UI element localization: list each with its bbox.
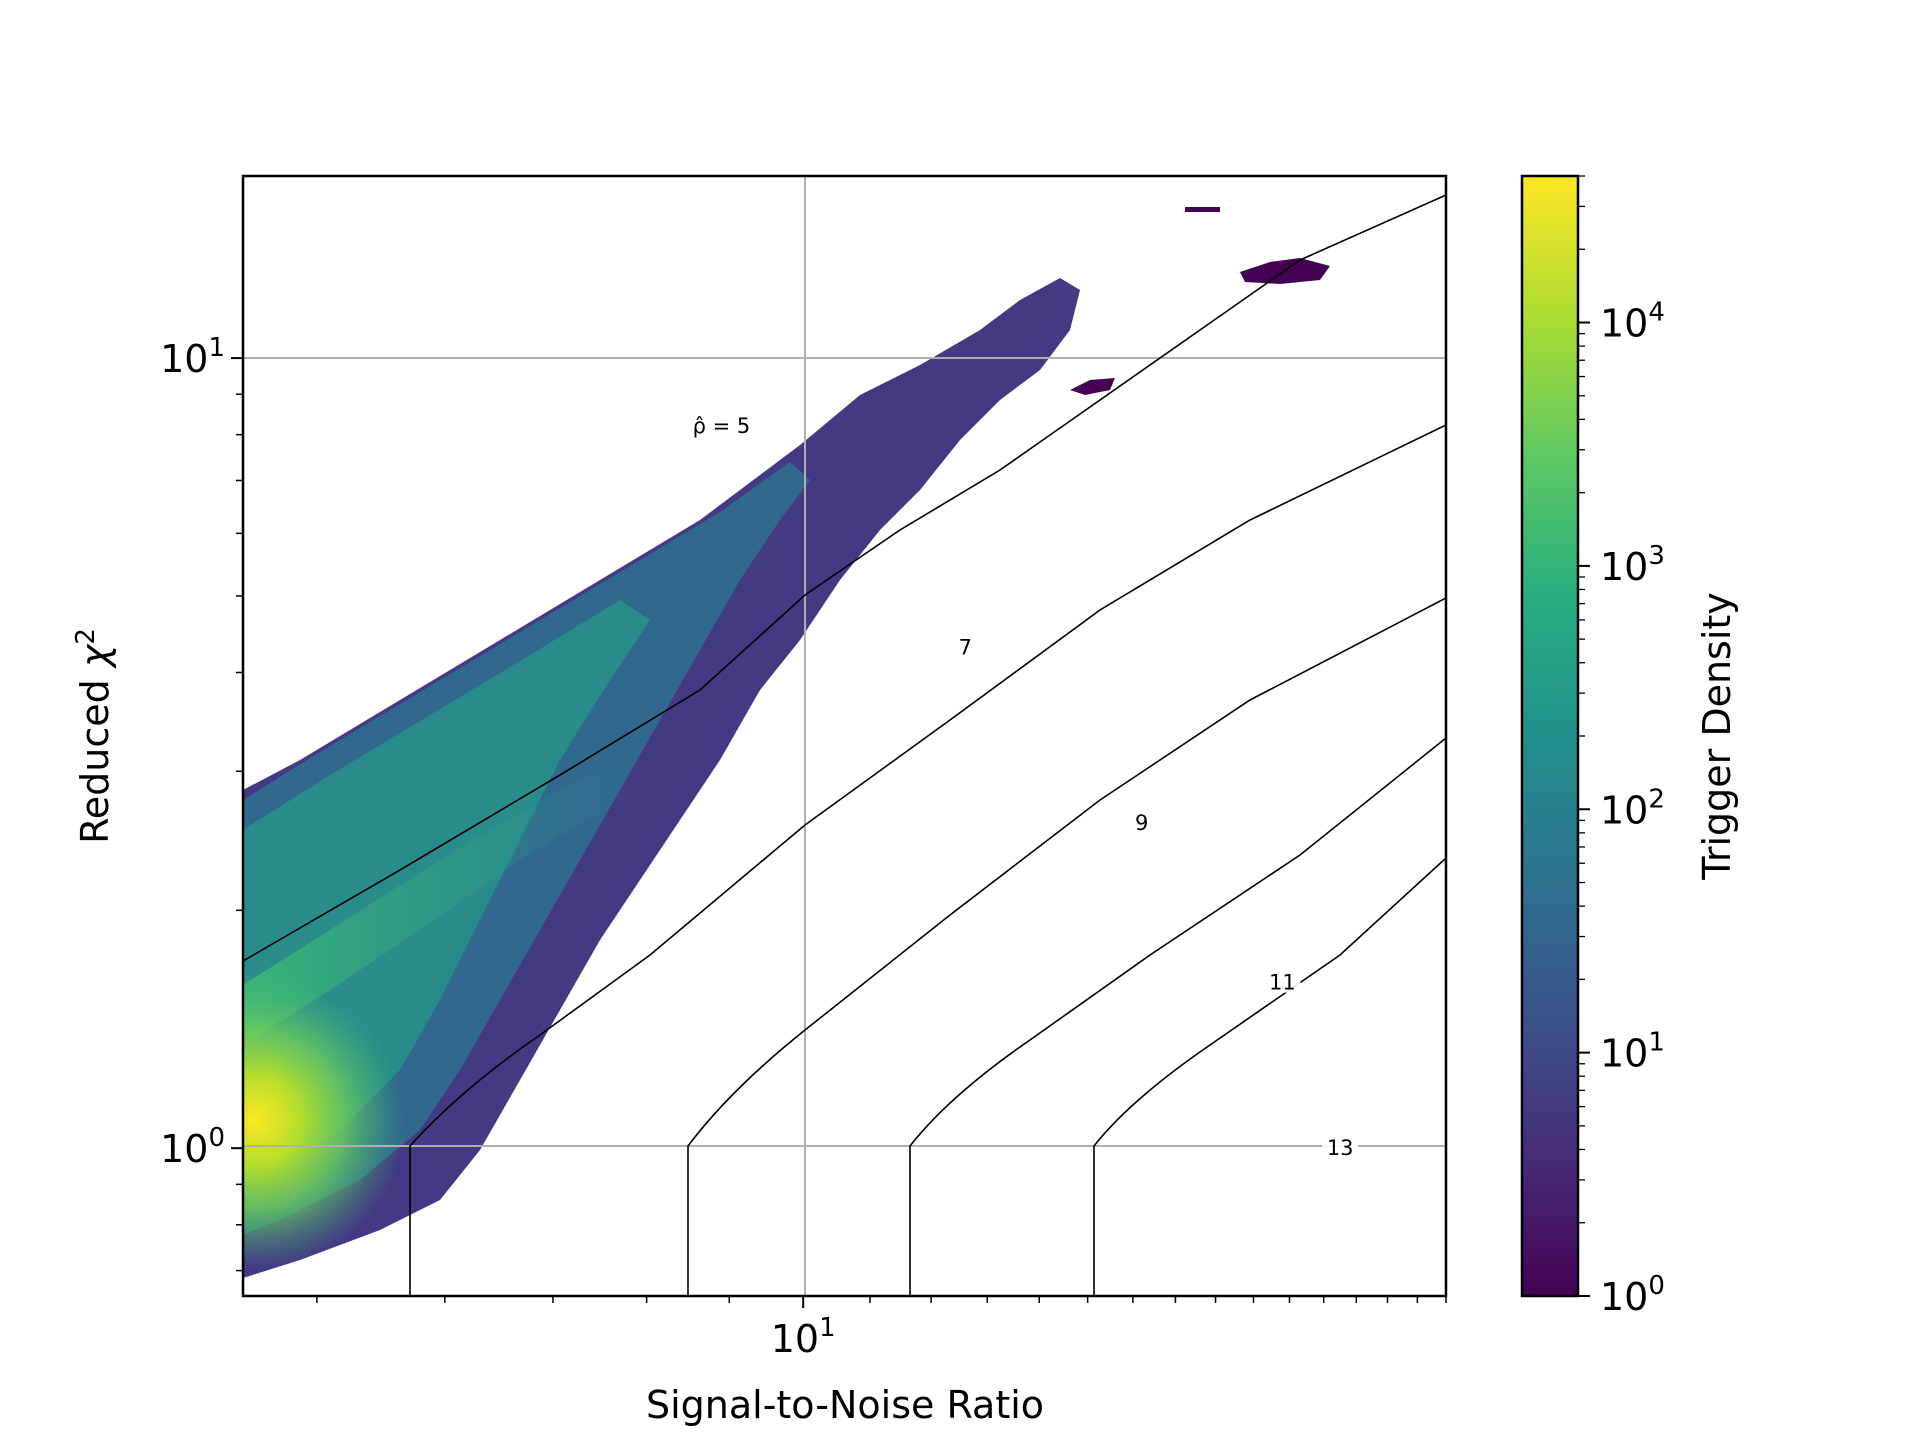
colorbar-tick-label: 103 — [1600, 541, 1665, 589]
x-axis: 101 — [316, 1296, 1447, 1361]
plot-area: ρ̂ = 5 7 9 11 13 — [241, 174, 1448, 1298]
contour-label-bg — [1322, 1134, 1359, 1159]
contour-label: 13 — [1327, 1136, 1354, 1160]
density-cluster-edge — [1070, 378, 1115, 395]
density-speck-top — [1185, 207, 1220, 212]
colorbar-tick-label: 104 — [1600, 298, 1665, 346]
contour-label: 11 — [1269, 971, 1296, 995]
y-axis-label: Reduced χ2 — [71, 628, 117, 844]
contour-5 — [243, 194, 1446, 962]
y-axis: 100 101 — [160, 333, 243, 1272]
colorbar-label: Trigger Density — [1695, 592, 1739, 881]
contour-lines — [243, 194, 1446, 1296]
contour-label: 9 — [1135, 811, 1148, 835]
density-peak — [243, 970, 405, 1270]
x-tick-label: 101 — [771, 1313, 836, 1361]
density-band — [243, 745, 640, 1045]
contour-label-bg — [1129, 808, 1154, 833]
contour-labels: ρ̂ = 5 7 9 11 13 — [679, 412, 1359, 1160]
plot-frame — [241, 174, 1448, 1298]
contour-11 — [909, 737, 1446, 1296]
contour-7 — [409, 424, 1446, 1296]
colorbar: 100 101 102 103 104 Trigger Density — [1520, 174, 1739, 1319]
contour-label: 7 — [959, 636, 972, 660]
colorbar-ticks: 100 101 102 103 104 — [1578, 175, 1665, 1319]
colorbar-tick-label: 101 — [1600, 1028, 1665, 1076]
contour-label: ρ̂ = 5 — [693, 414, 751, 438]
y-axis-label-prefix: Reduced — [73, 667, 117, 844]
colorbar-tick-label: 102 — [1600, 784, 1665, 832]
contour-label-bg — [679, 412, 764, 437]
y-axis-label-exp: 2 — [71, 628, 101, 645]
colorbar-tick-label: 100 — [1600, 1271, 1665, 1319]
grid-lines — [243, 176, 1446, 1296]
contour-13 — [1093, 857, 1446, 1296]
colorbar-gradient — [1520, 174, 1580, 1298]
contour-label-bg — [953, 633, 978, 658]
y-axis-label-symbol: χ — [73, 643, 117, 669]
y-tick-label: 101 — [160, 333, 225, 381]
contour-9 — [687, 597, 1446, 1296]
y-tick-label: 100 — [160, 1123, 225, 1171]
density-layer — [243, 207, 1330, 1278]
x-axis-label: Signal-to-Noise Ratio — [646, 1383, 1044, 1427]
contour-label-bg — [1264, 968, 1301, 993]
